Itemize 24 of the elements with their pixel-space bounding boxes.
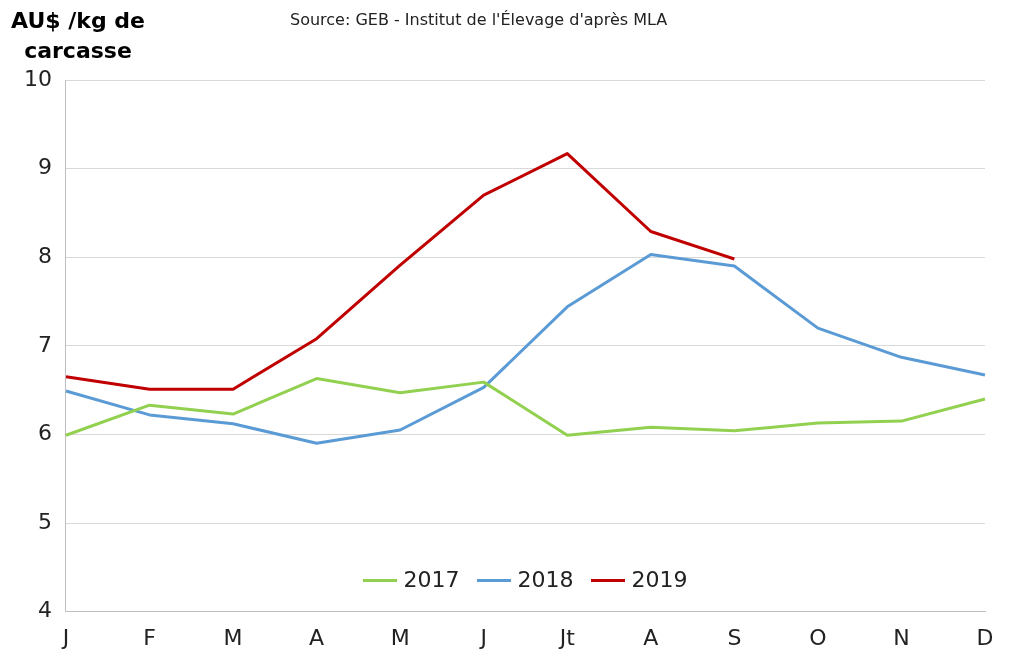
- x-tick-label: A: [309, 624, 325, 650]
- x-tick-label: N: [893, 624, 910, 650]
- y-tick-label: 10: [23, 65, 52, 91]
- y-tick-label: 7: [37, 331, 52, 357]
- legend-label: 2018: [516, 566, 574, 592]
- y-axis-title: AU$ /kg de carcasse: [10, 7, 146, 65]
- y-tick-label: 5: [37, 508, 52, 534]
- x-tick-label: Jt: [557, 624, 576, 650]
- x-tick-label: D: [976, 624, 994, 650]
- x-tick-label: F: [143, 624, 156, 650]
- x-tick-label: M: [223, 624, 243, 650]
- x-tick-label: O: [809, 624, 827, 650]
- y-tick-label: 4: [37, 597, 52, 623]
- x-tick-label: A: [643, 624, 659, 650]
- y-tick-label: 9: [37, 154, 52, 180]
- x-tick-label: S: [727, 624, 742, 650]
- x-tick-label: J: [60, 624, 70, 650]
- source-note: Source: GEB - Institut de l'Élevage d'après MLA: [290, 10, 668, 29]
- y-tick-label: 6: [37, 420, 52, 446]
- y-tick-label: 8: [37, 242, 52, 268]
- legend-label: 2019: [630, 566, 688, 592]
- legend-label: 2017: [402, 566, 460, 592]
- x-tick-label: J: [478, 624, 487, 650]
- x-tick-label: M: [390, 624, 410, 650]
